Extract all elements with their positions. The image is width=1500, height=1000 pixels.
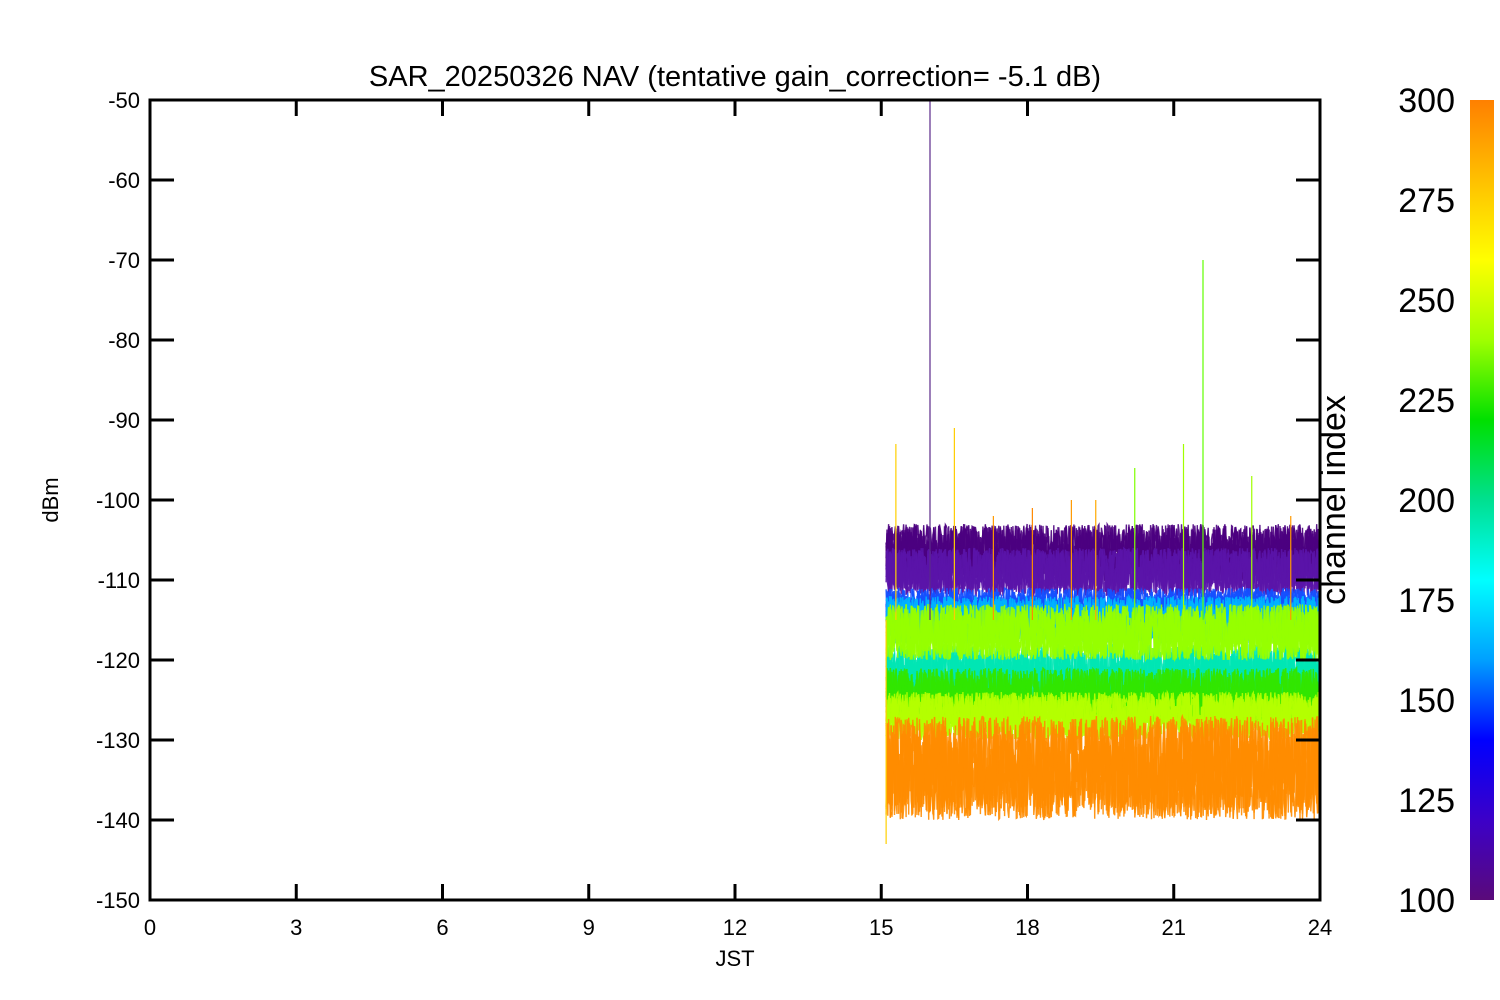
x-axis: 0 3 6 9 12 15 18 21 24 bbox=[144, 100, 1332, 940]
colorbar-tick-label: 125 bbox=[1398, 782, 1455, 820]
colorbar-gradient bbox=[1470, 100, 1494, 900]
y-axis-label: dBm bbox=[38, 477, 63, 522]
channel-trace bbox=[885, 716, 1320, 820]
y-tick-label: -60 bbox=[108, 168, 140, 193]
colorbar-tick-label: 100 bbox=[1398, 882, 1455, 920]
y-tick-label: -90 bbox=[108, 408, 140, 433]
colorbar-tick-label: 150 bbox=[1398, 682, 1455, 720]
x-tick-label: 3 bbox=[290, 915, 302, 940]
colorbar-label: channel index bbox=[1315, 395, 1353, 605]
channel-band bbox=[885, 546, 1320, 599]
x-tick-label: 6 bbox=[436, 915, 448, 940]
data-layer bbox=[885, 521, 1320, 822]
chart-title: SAR_20250326 NAV (tentative gain_correct… bbox=[369, 61, 1101, 93]
y-tick-label: -50 bbox=[108, 88, 140, 113]
y-tick-label: -120 bbox=[96, 648, 140, 673]
channel-trace bbox=[885, 547, 1320, 596]
colorbar-tick-label: 175 bbox=[1398, 582, 1455, 620]
y-tick-label: -70 bbox=[108, 248, 140, 273]
x-tick-label: 15 bbox=[869, 915, 893, 940]
colorbar-tick-label: 250 bbox=[1398, 282, 1455, 320]
colorbar-tick-label: 225 bbox=[1398, 382, 1455, 420]
channel-trace bbox=[885, 690, 1320, 740]
channel-trace bbox=[885, 604, 1320, 662]
colorbar-tick-label: 200 bbox=[1398, 482, 1455, 520]
y-tick-label: -140 bbox=[96, 808, 140, 833]
y-tick-label: -110 bbox=[98, 568, 140, 593]
colorbar: 300 275 250 225 200 175 150 125 100 channel inde… bbox=[1315, 82, 1494, 920]
spike-layer bbox=[885, 100, 1292, 844]
y-tick-label: -100 bbox=[96, 488, 140, 513]
y-tick-label: -130 bbox=[96, 728, 140, 753]
x-tick-label: 18 bbox=[1015, 915, 1039, 940]
channel-band bbox=[885, 602, 1320, 663]
channel-band bbox=[885, 713, 1320, 822]
colorbar-tick-label: 300 bbox=[1398, 82, 1455, 120]
x-axis-label: JST bbox=[715, 946, 754, 971]
x-tick-label: 24 bbox=[1308, 915, 1332, 940]
x-tick-label: 12 bbox=[723, 915, 747, 940]
x-tick-label: 9 bbox=[583, 915, 595, 940]
x-tick-label: 0 bbox=[144, 915, 156, 940]
colorbar-tick-label: 275 bbox=[1398, 182, 1455, 220]
y-tick-label: -80 bbox=[108, 328, 140, 353]
y-tick-label: -150 bbox=[96, 888, 140, 913]
plot-area bbox=[885, 100, 1320, 844]
x-tick-label: 21 bbox=[1162, 915, 1186, 940]
y-axis: -50 -60 -70 -80 -90 -100 -110 -120 -130 -140 -150 bbox=[96, 88, 1320, 913]
